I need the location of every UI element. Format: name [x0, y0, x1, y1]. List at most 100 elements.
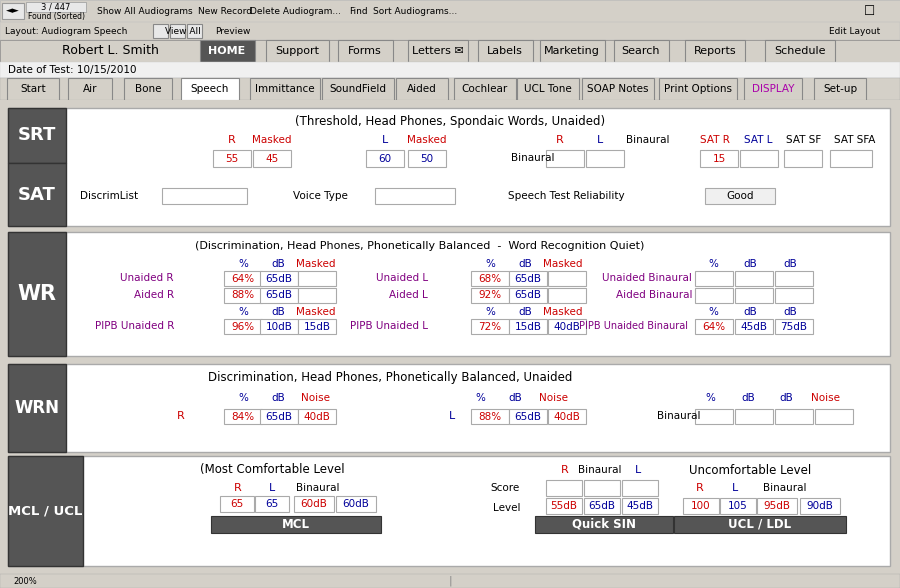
Bar	[375, 188, 455, 204]
Text: |: |	[448, 576, 452, 586]
Text: %: %	[238, 259, 248, 269]
Text: L: L	[732, 483, 738, 493]
Text: Sort Audiograms...: Sort Audiograms...	[373, 6, 457, 15]
Bar	[509, 288, 547, 303]
Text: R: R	[561, 465, 569, 475]
Text: Unaided R: Unaided R	[121, 273, 174, 283]
Text: Good: Good	[726, 191, 754, 201]
Text: 60dB: 60dB	[301, 499, 328, 509]
Bar	[250, 78, 320, 100]
Text: DISPLAY: DISPLAY	[752, 84, 794, 94]
Bar	[765, 40, 835, 62]
Text: Masked: Masked	[544, 259, 583, 269]
Text: Binaural: Binaural	[296, 483, 340, 493]
Bar	[224, 288, 262, 303]
Text: 88%: 88%	[479, 412, 501, 422]
Text: 105: 105	[728, 501, 748, 511]
Text: Binaural: Binaural	[656, 411, 700, 421]
Bar	[695, 409, 733, 424]
Text: 64%: 64%	[231, 273, 255, 283]
Text: R: R	[177, 411, 185, 421]
Bar	[224, 271, 262, 286]
Text: Marketing: Marketing	[544, 46, 600, 56]
Bar	[260, 409, 298, 424]
Text: L: L	[634, 465, 641, 475]
Bar	[548, 319, 586, 334]
Text: MCL: MCL	[282, 517, 310, 530]
Text: UCL Tone: UCL Tone	[524, 84, 572, 94]
Text: 75dB: 75dB	[780, 322, 807, 332]
Bar	[8, 232, 66, 356]
Text: Show All Audiograms: Show All Audiograms	[97, 6, 193, 15]
Text: Masked: Masked	[544, 307, 583, 317]
Bar	[744, 78, 802, 100]
Text: dB: dB	[743, 259, 757, 269]
Text: Voice Type: Voice Type	[293, 191, 348, 201]
Bar	[695, 319, 733, 334]
Bar	[260, 271, 298, 286]
Text: 65dB: 65dB	[266, 290, 292, 300]
Text: %: %	[705, 393, 715, 403]
Bar	[153, 24, 168, 38]
Bar	[614, 40, 669, 62]
Text: PIPB Unaided Binaural: PIPB Unaided Binaural	[579, 321, 688, 331]
Text: Support: Support	[275, 46, 319, 56]
Text: dB: dB	[271, 393, 285, 403]
Bar	[757, 498, 797, 514]
Bar	[584, 480, 620, 496]
Text: Binaural: Binaural	[578, 465, 622, 475]
Text: 55dB: 55dB	[551, 501, 578, 511]
Text: HOME: HOME	[209, 46, 246, 56]
Text: L: L	[269, 483, 275, 493]
Bar	[775, 271, 813, 286]
Bar	[0, 0, 900, 22]
Text: 65dB: 65dB	[266, 273, 292, 283]
Bar	[700, 150, 738, 167]
Text: UCL / LDL: UCL / LDL	[728, 517, 792, 530]
Text: 100: 100	[691, 501, 711, 511]
Text: Letters ✉: Letters ✉	[412, 46, 464, 56]
Bar	[224, 409, 262, 424]
Bar	[224, 319, 262, 334]
Bar	[735, 409, 773, 424]
Bar	[8, 108, 890, 226]
Bar	[509, 319, 547, 334]
Text: Set-up: Set-up	[823, 84, 857, 94]
Bar	[509, 409, 547, 424]
Bar	[8, 456, 83, 566]
Text: SRT: SRT	[18, 126, 56, 145]
Text: 50: 50	[420, 153, 434, 163]
Text: dB: dB	[271, 307, 285, 317]
Bar	[784, 150, 822, 167]
Text: DiscrimList: DiscrimList	[80, 191, 138, 201]
Text: 45: 45	[266, 153, 279, 163]
Text: Binaural: Binaural	[511, 153, 555, 163]
Text: 45dB: 45dB	[741, 322, 768, 332]
Text: R: R	[228, 135, 236, 145]
Text: (Most Comfortable Level: (Most Comfortable Level	[200, 463, 345, 476]
Bar	[540, 40, 605, 62]
Bar	[814, 78, 866, 100]
Text: dB: dB	[518, 307, 532, 317]
Text: Unaided Binaural: Unaided Binaural	[602, 273, 692, 283]
Text: Uncomfortable Level: Uncomfortable Level	[688, 463, 811, 476]
Text: 65dB: 65dB	[515, 290, 542, 300]
Bar	[775, 319, 813, 334]
Text: %: %	[238, 393, 248, 403]
Text: Masked: Masked	[407, 135, 446, 145]
Text: 88%: 88%	[231, 290, 255, 300]
Bar	[800, 498, 840, 514]
Bar	[735, 271, 773, 286]
Text: Labels: Labels	[487, 46, 523, 56]
Bar	[548, 409, 586, 424]
Text: 92%: 92%	[479, 290, 501, 300]
Text: %: %	[708, 307, 718, 317]
Text: L: L	[382, 135, 388, 145]
Text: dB: dB	[779, 393, 793, 403]
Text: Preview: Preview	[215, 26, 250, 35]
Bar	[584, 498, 620, 514]
Text: %: %	[708, 259, 718, 269]
Text: WRN: WRN	[14, 399, 59, 417]
Bar	[582, 78, 654, 100]
Text: 65dB: 65dB	[515, 273, 542, 283]
